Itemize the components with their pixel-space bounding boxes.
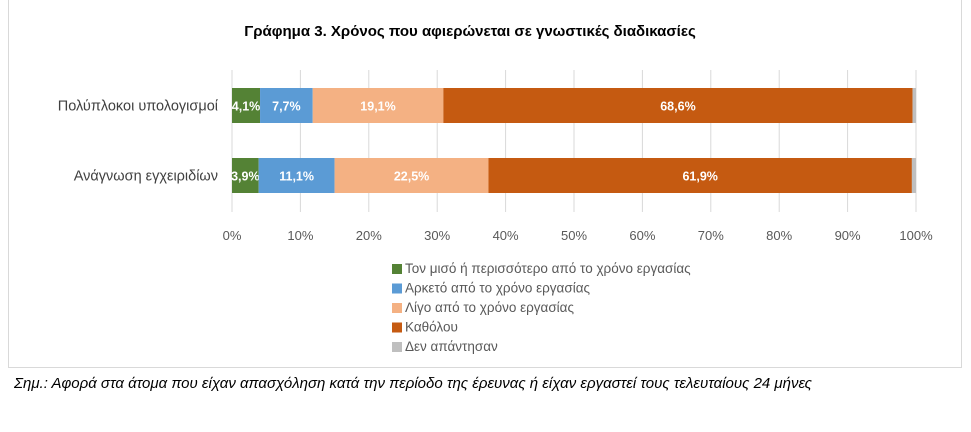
data-label: 7,7% xyxy=(272,100,301,114)
legend-entry: Αρκετό από το χρόνο εργασίας xyxy=(405,281,590,296)
chart-title: Γράφημα 3. Χρόνος που αφιερώνεται σε γνω… xyxy=(244,23,696,40)
bar-segment xyxy=(911,158,916,193)
x-tick-label: 50% xyxy=(561,228,587,243)
bar-segment xyxy=(312,88,444,123)
data-label: 22,5% xyxy=(394,170,429,184)
x-tick-label: 70% xyxy=(698,228,724,243)
legend-swatch xyxy=(392,283,402,294)
bar-segment xyxy=(443,88,913,123)
legend-entry: Καθόλου xyxy=(405,320,458,335)
data-label: 4,1% xyxy=(232,100,261,114)
category-label: Πολύπλοκοι υπολογισμοί xyxy=(58,99,219,115)
legend-entry: Τον μισό ή περισσότερο από το χρόνο εργα… xyxy=(405,261,691,276)
x-tick-label: 90% xyxy=(835,228,861,243)
data-label: 19,1% xyxy=(360,100,395,114)
footnote: Σημ.: Αφορά στα άτομα που είχαν απασχόλη… xyxy=(14,375,812,392)
data-label: 3,9% xyxy=(231,170,260,184)
stacked-bar-chart: Γράφημα 3. Χρόνος που αφιερώνεται σε γνω… xyxy=(58,23,933,354)
bar-segment xyxy=(488,158,912,193)
x-tick-label: 60% xyxy=(629,228,655,243)
x-tick-label: 30% xyxy=(424,228,450,243)
bar-segment xyxy=(232,158,259,193)
chart-frame xyxy=(8,0,962,368)
x-tick-label: 10% xyxy=(287,228,313,243)
bar-segment xyxy=(260,88,313,123)
x-tick-label: 100% xyxy=(899,228,933,243)
x-tick-label: 20% xyxy=(356,228,382,243)
bar-segment xyxy=(258,158,335,193)
x-tick-label: 0% xyxy=(223,228,242,243)
data-label: 61,9% xyxy=(682,170,717,184)
data-label: 11,1% xyxy=(279,170,314,184)
data-label: 68,6% xyxy=(660,100,695,114)
legend-swatch xyxy=(392,264,402,274)
x-tick-label: 40% xyxy=(493,228,519,243)
legend-swatch xyxy=(392,322,402,333)
bar-segment xyxy=(334,158,489,193)
legend-entry: Δεν απάντησαν xyxy=(405,339,498,354)
category-label: Ανάγνωση εγχειριδίων xyxy=(74,169,218,185)
legend-entry: Λίγο από το χρόνο εργασίας xyxy=(405,300,574,315)
legend-swatch xyxy=(392,303,402,313)
x-tick-label: 80% xyxy=(766,228,792,243)
bar-segment xyxy=(232,88,261,123)
legend-swatch xyxy=(392,342,402,352)
bar-segment xyxy=(912,88,916,123)
